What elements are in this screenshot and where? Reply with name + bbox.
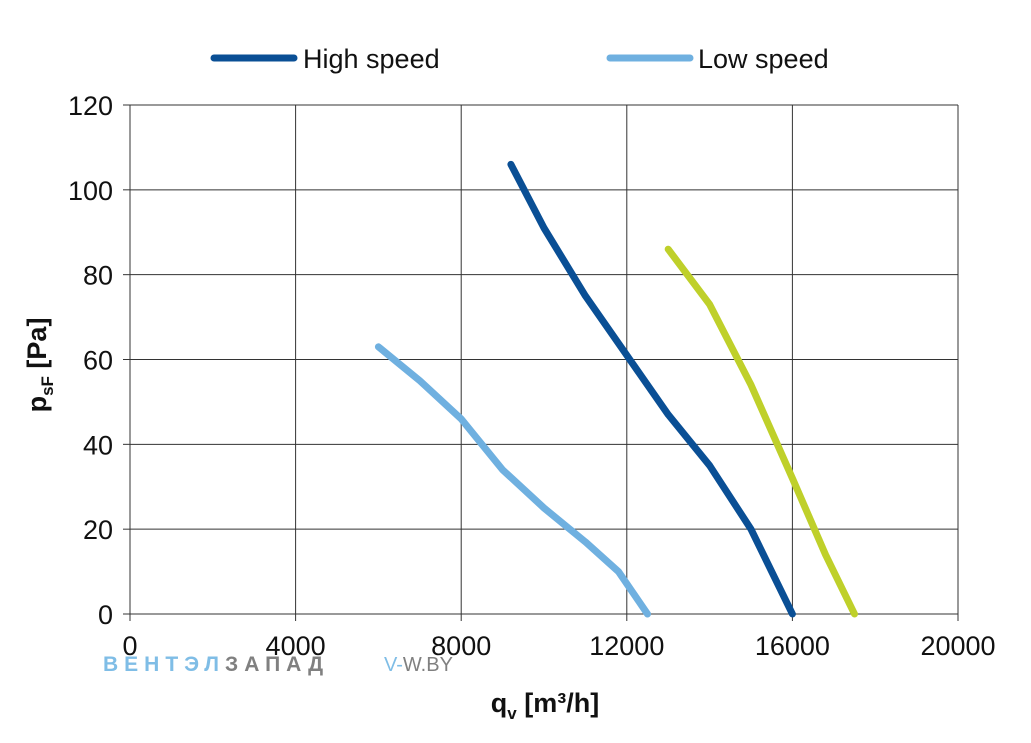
watermark-part1: ВЕНТЭЛ (103, 653, 225, 676)
series-line-2 (374, 343, 651, 618)
watermark-part3: V- (384, 654, 403, 676)
watermark-part2: ЗАПАД (225, 653, 329, 676)
x-axis-title: qv [m³/h] (491, 688, 599, 723)
x-tick-label: 20000 (920, 631, 995, 661)
x-tick-label: 4000 (266, 631, 326, 661)
series-lines (374, 160, 858, 618)
y-axis-title-rest: [Pa] (22, 318, 52, 377)
y-tick-label: 20 (83, 515, 113, 545)
x-tick-label: 0 (122, 631, 137, 661)
series-line-1 (507, 160, 796, 618)
x-tick-label: 16000 (755, 631, 830, 661)
legend-label: High speed (303, 44, 440, 74)
x-tick-label: 8000 (431, 631, 491, 661)
legend: High speed Low speed (210, 44, 829, 74)
y-tick-label: 0 (98, 600, 113, 630)
y-tick-label: 80 (83, 261, 113, 291)
legend-label: Low speed (698, 44, 829, 74)
y-axis-title-sub: sF (38, 376, 57, 396)
x-axis-title-main: q (491, 688, 508, 718)
x-axis-title-sub: v (507, 704, 517, 723)
y-tick-label: 60 (83, 346, 113, 376)
watermark-brand: ВЕНТЭЛЗАПАД (103, 653, 329, 676)
y-axis-title-main: p (22, 396, 52, 413)
y-tick-label: 120 (68, 91, 113, 121)
watermark-part4: W.BY (403, 654, 453, 676)
y-axis-title: psF [Pa] (22, 318, 57, 413)
y-tick-label: 40 (83, 430, 113, 460)
x-axis-title-rest: [m³/h] (517, 688, 599, 718)
grid (129, 104, 959, 615)
x-tick-label: 12000 (589, 631, 664, 661)
y-tick-label: 100 (68, 176, 113, 206)
series-line-3 (664, 245, 858, 618)
watermark: ВЕНТЭЛЗАПАД V-W.BY (103, 653, 453, 676)
axes: 0 20 40 60 80 100 120 0 4000 8000 12000 16000 20000 (68, 91, 996, 661)
watermark-site: V-W.BY (384, 654, 453, 676)
